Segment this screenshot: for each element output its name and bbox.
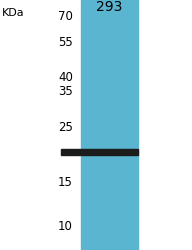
Text: 35: 35 — [58, 85, 73, 98]
Text: 25: 25 — [58, 121, 73, 134]
Text: KDa: KDa — [2, 8, 25, 18]
Text: 15: 15 — [58, 176, 73, 189]
Bar — [81, 0, 138, 250]
Bar — [61, 148, 138, 154]
Text: 10: 10 — [58, 220, 73, 232]
Text: 293: 293 — [96, 0, 123, 14]
Text: 55: 55 — [58, 36, 73, 50]
Text: 40: 40 — [58, 70, 73, 84]
Text: 70: 70 — [58, 10, 73, 24]
